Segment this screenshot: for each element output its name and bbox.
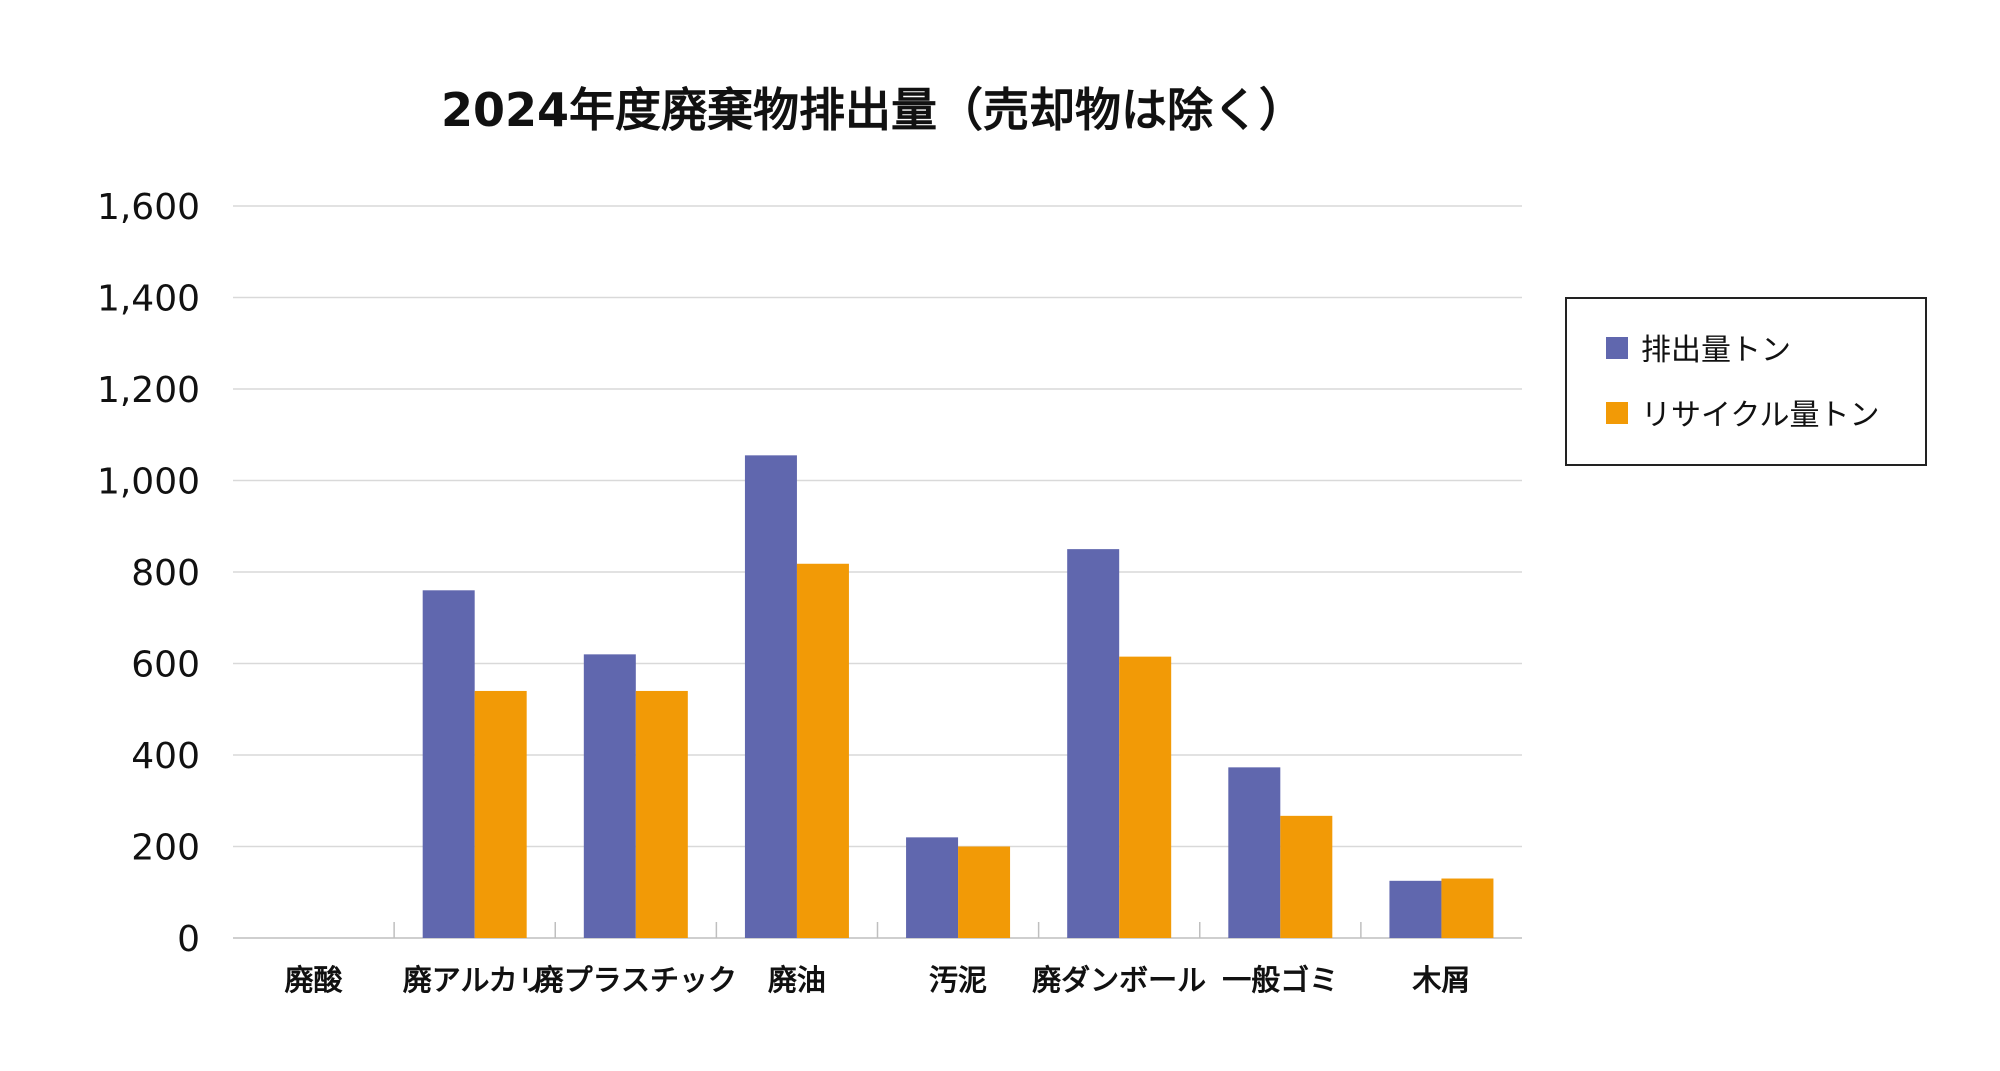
y-tick-label: 1,200 <box>97 370 200 411</box>
legend-label-recycle: リサイクル量トン <box>1641 398 1880 433</box>
x-tick-label: 木屑 <box>1411 963 1470 997</box>
x-tick-label: 廃プラスチック <box>535 963 737 997</box>
bar-recycle-5 <box>1119 656 1172 938</box>
legend-box <box>1565 297 1927 466</box>
bar-recycle-7 <box>1441 878 1494 938</box>
bar-recycle-3 <box>796 563 849 938</box>
bar-recycle-1 <box>474 690 527 938</box>
y-tick-label: 800 <box>131 553 200 594</box>
bar-emission-5 <box>1067 549 1120 938</box>
chart-title: 2024年度廃棄物排出量（売却物は除く） <box>441 83 1305 137</box>
y-tick-label: 1,600 <box>97 187 200 228</box>
bar-emission-3 <box>744 455 797 938</box>
y-axis: 0 200 400 600 800 1,000 1,200 1,400 1,600 <box>97 187 200 960</box>
legend-label-emission: 排出量トン <box>1641 333 1791 368</box>
y-tick-label: 400 <box>131 736 200 777</box>
bar-emission-6 <box>1228 767 1281 938</box>
bar-recycle-6 <box>1280 815 1333 938</box>
legend-swatch-emission <box>1606 337 1628 359</box>
y-tick-label: 600 <box>131 645 200 686</box>
y-tick-label: 1,400 <box>97 279 200 320</box>
x-tick-label: 一般ゴミ <box>1222 963 1338 997</box>
bar-recycle-2 <box>635 690 688 938</box>
bar-recycle-4 <box>958 846 1011 938</box>
legend: 排出量トン リサイクル量トン <box>1565 297 1927 466</box>
bar-emission-2 <box>583 654 636 938</box>
y-tick-label: 1,000 <box>97 462 200 503</box>
legend-swatch-recycle <box>1606 402 1628 424</box>
bars <box>422 455 1494 938</box>
x-tick-label: 廃アルカリ <box>403 963 547 997</box>
x-tick-label: 廃酸 <box>285 963 344 997</box>
y-tick-label: 200 <box>131 828 200 869</box>
x-tick-label: 廃油 <box>768 963 826 997</box>
bar-emission-7 <box>1389 880 1442 938</box>
x-tick-label: 汚泥 <box>929 963 987 997</box>
bar-emission-4 <box>906 837 959 938</box>
y-tick-label: 0 <box>177 919 200 960</box>
bar-emission-1 <box>422 590 475 938</box>
x-tick-label: 廃ダンボール <box>1032 963 1206 997</box>
